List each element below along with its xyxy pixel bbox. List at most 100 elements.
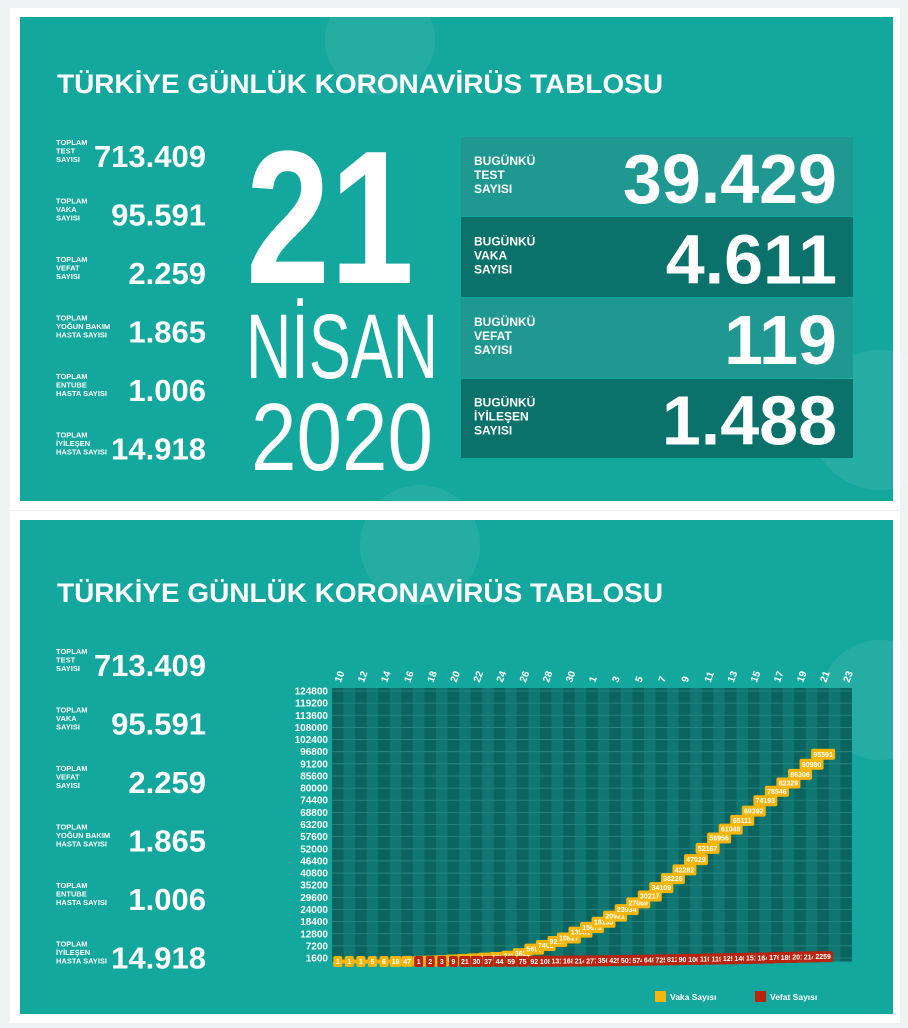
legend-swatch (755, 991, 766, 1002)
data-label: 2259 (815, 954, 831, 961)
y-tick-label: 80000 (300, 784, 328, 795)
data-point (649, 882, 674, 894)
today-label: BUGÜNKÜ (474, 314, 535, 329)
x-tick-label: 10 (333, 669, 347, 684)
x-tick-label: 16 (403, 669, 417, 684)
data-label: 168 (563, 959, 575, 966)
today-label: İYİLEŞEN (474, 409, 529, 424)
data-label: 13531 (571, 930, 591, 937)
data-label: 1006 (688, 957, 704, 964)
total-label: HASTA SAYISI (56, 389, 107, 398)
total-value: 1.865 (128, 315, 206, 350)
today-label: BUGÜNKÜ (474, 234, 535, 249)
data-point (813, 951, 834, 963)
total-label: TEST (56, 656, 76, 665)
data-point (811, 748, 836, 760)
y-tick-label: 18400 (300, 917, 328, 928)
data-label: 908 (679, 957, 691, 964)
total-label: SAYISI (56, 781, 80, 790)
data-label: 1101 (700, 957, 715, 964)
data-point (672, 864, 697, 876)
total-label: TOPLAM (56, 138, 88, 147)
data-point (344, 955, 354, 967)
x-tick-label: 14 (379, 669, 393, 684)
total-label: VAKA (56, 205, 77, 214)
x-tick-label: 24 (495, 669, 509, 684)
x-tick-label: 1 (587, 675, 599, 684)
data-label: 1 (359, 959, 363, 966)
data-point (753, 795, 778, 807)
data-label: 1518 (746, 956, 762, 963)
y-tick-label: 1600 (306, 954, 329, 965)
total-label: YOĞUN BAKIM (56, 322, 110, 331)
data-label: 86306 (790, 772, 810, 779)
data-label: 75 (519, 959, 527, 966)
data-label: 812 (667, 957, 679, 964)
data-label: 1 (336, 959, 340, 966)
data-point (637, 890, 662, 902)
data-point (482, 955, 494, 967)
data-label: 27069 (628, 900, 648, 907)
today-box (461, 137, 853, 216)
data-point (389, 955, 402, 967)
data-label: 20921 (605, 914, 625, 921)
x-tick-label: 28 (541, 669, 555, 684)
data-label: 1643 (758, 955, 774, 962)
total-label: TOPLAM (56, 823, 88, 832)
total-label: HASTA SAYISI (56, 898, 107, 907)
total-label: TOPLAM (56, 881, 88, 890)
data-label: 2 (428, 959, 432, 966)
x-tick-label: 13 (726, 669, 740, 684)
data-point (379, 955, 389, 967)
x-tick-label: 7 (657, 675, 669, 684)
data-label: 1403 (734, 956, 750, 963)
data-label: 30217 (640, 894, 660, 901)
today-label: BUGÜNKÜ (474, 395, 535, 410)
data-point (718, 823, 743, 835)
x-tick-label: 11 (703, 670, 717, 684)
total-value: 1.865 (128, 824, 206, 859)
data-point (493, 955, 506, 967)
date-month: NİSAN (246, 296, 438, 398)
data-label: 15679 (582, 925, 602, 932)
data-label: 1769 (769, 955, 785, 962)
data-label: 65111 (733, 818, 752, 825)
total-label: VAKA (56, 714, 77, 723)
x-tick-label: 17 (772, 669, 786, 684)
legend-label: Vefat Sayısı (770, 992, 817, 1002)
total-value: 2.259 (128, 256, 206, 291)
today-label: SAYISI (474, 343, 512, 357)
y-tick-label: 124800 (295, 687, 329, 698)
data-label: 356 (598, 958, 610, 965)
data-label: 47 (403, 959, 411, 966)
data-label: 214 (575, 959, 587, 966)
title: TÜRKİYE GÜNLÜK KORONAVİRÜS TABLOSU (57, 69, 663, 99)
data-label: 10827 (559, 936, 579, 943)
total-value: 1.006 (128, 882, 206, 917)
today-value: 4.611 (666, 221, 837, 299)
today-label: VEFAT (474, 329, 512, 343)
x-tick-label: 3 (611, 675, 623, 684)
data-label: 9 (451, 959, 455, 966)
total-label: VEFAT (56, 264, 80, 273)
total-label: HASTA SAYISI (56, 331, 107, 340)
data-label: 30 (473, 959, 481, 966)
x-tick-label: 19 (795, 669, 809, 684)
y-tick-label: 102400 (295, 735, 329, 746)
total-label: ENTUBE (56, 890, 87, 899)
data-label: 5698 (526, 947, 542, 954)
data-label: 23934 (617, 907, 637, 914)
total-label: HASTA SAYISI (56, 840, 107, 849)
total-value: 14.918 (111, 432, 206, 467)
today-box (461, 298, 853, 378)
data-label: 78546 (767, 789, 787, 796)
today-box (461, 217, 853, 297)
x-tick-label: 21 (819, 669, 833, 684)
y-tick-label: 29600 (300, 893, 328, 904)
total-label: İYİLEŞEN (56, 439, 90, 448)
x-tick-label: 12 (356, 669, 370, 684)
x-tick-label: 15 (749, 669, 763, 684)
data-point (505, 955, 517, 967)
